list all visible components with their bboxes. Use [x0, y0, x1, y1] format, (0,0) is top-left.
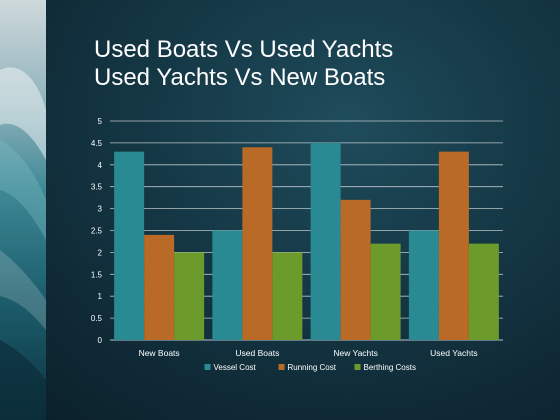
y-tick-label: 1.5 [91, 270, 103, 279]
legend-label: Running Cost [288, 363, 337, 372]
slide-title-line-1: Used Boats Vs Used Yachts [94, 36, 394, 63]
y-tick-label: 0.5 [91, 314, 103, 323]
y-tick-label: 2.5 [91, 227, 103, 236]
bar [468, 243, 499, 340]
bar [242, 147, 273, 340]
legend-swatch [354, 364, 361, 370]
bar [114, 151, 145, 340]
y-tick-label: 3 [98, 205, 103, 214]
slide-title: Used Boats Vs Used Yachts Used Yachts Vs… [94, 36, 393, 92]
bar [272, 252, 303, 340]
x-tick-label: Used Boats [235, 348, 279, 358]
bar [408, 230, 439, 340]
legend-swatch [278, 364, 285, 370]
bar [174, 252, 205, 340]
y-tick-label: 0 [98, 336, 103, 345]
y-tick-label: 2 [98, 248, 103, 257]
x-tick-label: New Boats [139, 348, 180, 358]
y-tick-label: 4.5 [91, 139, 103, 148]
legend-label: Vessel Cost [214, 363, 257, 372]
bar [212, 230, 243, 340]
bar [438, 151, 469, 340]
y-tick-label: 3.5 [91, 183, 103, 192]
y-tick-label: 1 [98, 292, 103, 301]
legend-swatch [204, 364, 211, 370]
y-tick-label: 5 [98, 117, 103, 126]
bar [144, 234, 175, 340]
legend-label: Berthing Costs [364, 363, 416, 372]
bar [340, 199, 371, 340]
bar [370, 243, 401, 340]
bar [310, 142, 341, 340]
ocean-wave-decoration [0, 0, 46, 420]
x-tick-label: New Yachts [333, 348, 378, 358]
y-tick-label: 4 [98, 161, 103, 170]
x-tick-label: Used Yachts [430, 348, 477, 358]
slide-title-line-2: Used Yachts Vs New Boats [94, 64, 386, 91]
